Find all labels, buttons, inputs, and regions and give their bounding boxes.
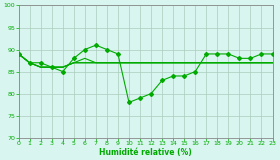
X-axis label: Humidité relative (%): Humidité relative (%) (99, 148, 192, 156)
